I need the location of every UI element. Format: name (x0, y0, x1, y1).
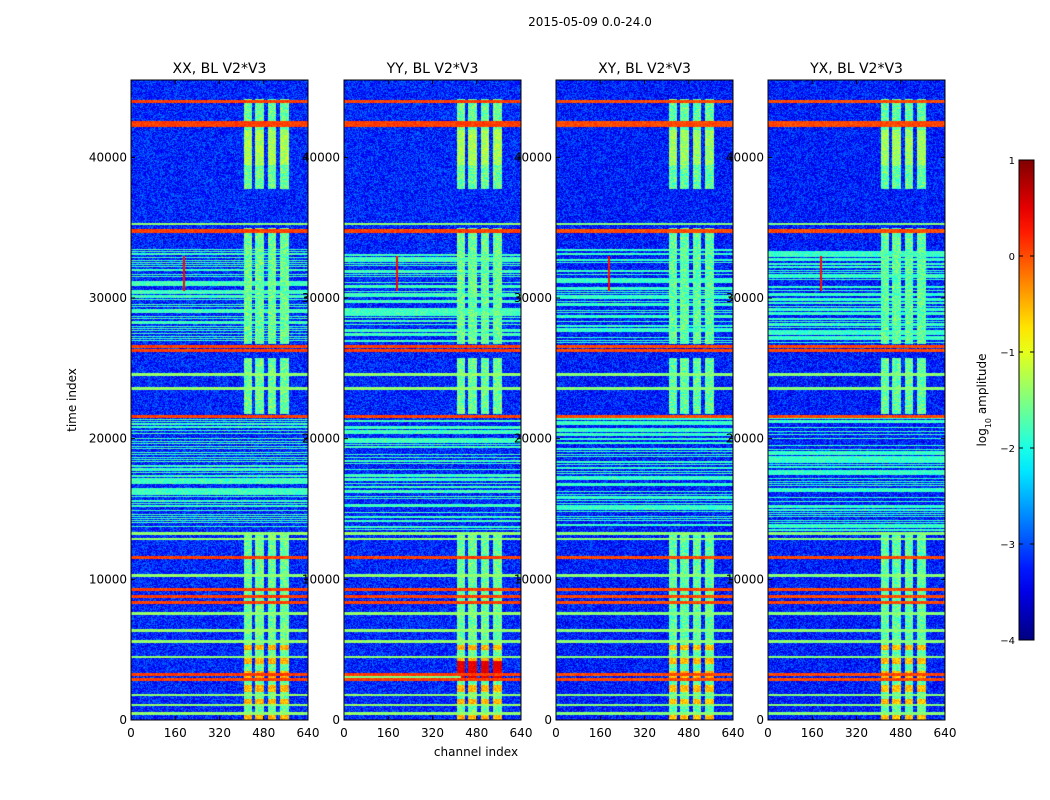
y-tick-label: 40000 (514, 150, 552, 164)
colorbar-label-sub: 10 (984, 418, 993, 428)
x-tick-label: 320 (421, 726, 444, 740)
colorbar-tick-label: 1 (1009, 156, 1015, 167)
chart-title: 2015-05-09 0.0-24.0 (528, 15, 652, 29)
x-tick-label: 160 (589, 726, 612, 740)
panel-yy: YY, BL V2*V3 0 160 320 480 640 0 10000 20000 3000… (302, 61, 533, 740)
x-axis-label: channel index (434, 745, 518, 759)
y-axis-label: time index (65, 368, 79, 432)
colorbar-tick-label: 0 (1009, 252, 1015, 263)
y-tick-label: 30000 (726, 291, 764, 305)
x-tick-label: 480 (889, 726, 912, 740)
heatmap-xx (131, 80, 308, 720)
x-tick-label: 640 (722, 726, 745, 740)
panels: XX, BL V2*V3 0 160 320 480 640 0 10000 20000 3000… (65, 61, 956, 759)
y-tick-label: 0 (544, 713, 552, 727)
y-tick-label: 20000 (726, 432, 764, 446)
x-tick-label: 640 (934, 726, 957, 740)
heatmap-xy (556, 80, 733, 720)
x-tick-label: 480 (465, 726, 488, 740)
y-tick-label: 30000 (89, 291, 127, 305)
colorbar-label-rest: amplitude (975, 354, 989, 418)
panel-xy: XY, BL V2*V3 0 160 320 480 640 0 10000 20000 3000… (514, 61, 745, 740)
panel-title: XX, BL V2*V3 (173, 61, 267, 77)
heatmap-yx (768, 80, 945, 720)
y-tick-label: 0 (332, 713, 340, 727)
y-tick-label: 10000 (514, 572, 552, 586)
colorbar-label: log10 amplitude (975, 354, 993, 447)
x-tick-label: 480 (252, 726, 275, 740)
x-tick-label: 640 (510, 726, 533, 740)
y-tick-label: 30000 (514, 291, 552, 305)
colorbar-gradient (1018, 159, 1035, 641)
x-tick-label: 0 (552, 726, 560, 740)
colorbar-tick-label: −1 (1000, 348, 1015, 359)
panel-yx: YX, BL V2*V3 0 160 320 480 640 0 10000 20000 3000… (726, 61, 957, 740)
x-tick-label: 0 (127, 726, 135, 740)
y-tick-label: 10000 (89, 572, 127, 586)
x-tick-label: 320 (633, 726, 656, 740)
colorbar-tick-label: −2 (1000, 444, 1015, 455)
x-tick-label: 0 (764, 726, 772, 740)
y-tick-label: 0 (119, 713, 127, 727)
x-tick-label: 160 (801, 726, 824, 740)
x-tick-label: 160 (377, 726, 400, 740)
panel-xx: XX, BL V2*V3 0 160 320 480 640 0 10000 20000 3000… (89, 61, 320, 740)
colorbar-tick-label: −4 (1000, 636, 1015, 647)
x-tick-label: 160 (164, 726, 187, 740)
y-tick-label: 0 (756, 713, 764, 727)
y-tick-label: 20000 (302, 432, 340, 446)
x-tick-label: 640 (297, 726, 320, 740)
y-tick-label: 40000 (726, 150, 764, 164)
x-tick-label: 480 (677, 726, 700, 740)
x-tick-label: 0 (340, 726, 348, 740)
y-tick-label: 10000 (302, 572, 340, 586)
y-tick-label: 40000 (89, 150, 127, 164)
colorbar-tick-label: −3 (1000, 540, 1015, 551)
y-tick-label: 40000 (302, 150, 340, 164)
panel-title: YX, BL V2*V3 (809, 61, 903, 77)
y-tick-label: 20000 (514, 432, 552, 446)
colorbar-label-main: log (975, 428, 989, 446)
y-tick-label: 30000 (302, 291, 340, 305)
y-tick-label: 10000 (726, 572, 764, 586)
panel-title: YY, BL V2*V3 (386, 61, 479, 77)
panel-title: XY, BL V2*V3 (598, 61, 691, 77)
heatmap-yy (344, 80, 521, 720)
x-tick-label: 320 (208, 726, 231, 740)
x-tick-label: 320 (845, 726, 868, 740)
y-tick-label: 20000 (89, 432, 127, 446)
